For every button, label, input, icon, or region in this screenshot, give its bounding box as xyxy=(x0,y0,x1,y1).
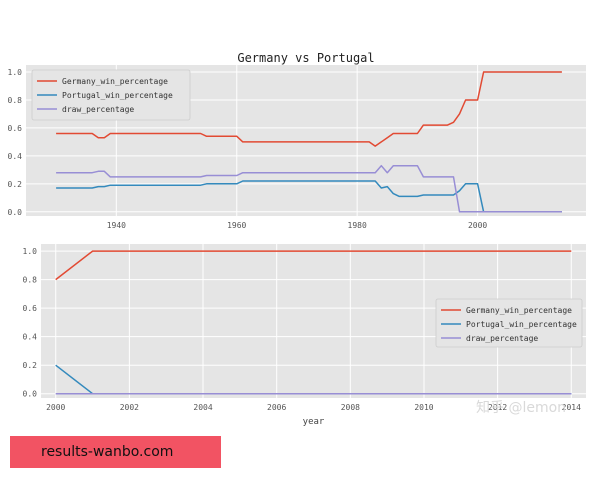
x-tick-label: 2000 xyxy=(46,403,65,412)
legend-box xyxy=(31,69,191,121)
y-tick-label: 0.4 xyxy=(8,152,23,161)
x-axis-label: year xyxy=(303,417,325,427)
y-tick-label: 0.6 xyxy=(8,124,23,133)
y-tick-label: 0.2 xyxy=(23,361,38,370)
y-tick-label: 0.6 xyxy=(23,304,38,313)
legend-box xyxy=(435,298,583,348)
x-tick-label: 2002 xyxy=(120,403,139,412)
x-tick-label: 2000 xyxy=(468,221,487,230)
x-tick-label: 2012 xyxy=(488,403,507,412)
x-tick-label: 2004 xyxy=(193,403,212,412)
y-tick-label: 0.2 xyxy=(8,180,23,189)
legend-label: draw_percentage xyxy=(62,105,134,114)
series-line-draw-percentage xyxy=(56,164,562,213)
x-tick-label: 1940 xyxy=(107,221,126,230)
chart-title: Germany vs Portugal xyxy=(237,51,374,65)
series-line-germany-win-percentage xyxy=(55,250,572,281)
legend-label: Portugal_win_percentage xyxy=(466,320,577,329)
legend-label: Portugal_win_percentage xyxy=(62,91,173,100)
legend-label: Germany_win_percentage xyxy=(466,306,572,315)
legend-label: draw_percentage xyxy=(466,334,538,343)
y-tick-label: 0.4 xyxy=(23,333,38,342)
y-tick-label: 0.0 xyxy=(8,208,23,217)
series-line-germany-win-percentage xyxy=(56,71,562,147)
site-banner[interactable]: results-wanbo.com xyxy=(10,436,221,468)
series-line-portugal-win-percentage xyxy=(56,180,562,213)
y-tick-label: 0.8 xyxy=(8,96,23,105)
bottom-line-chart: 0.0 0.2 0.4 0.6 0.8 1.0 2000 2002 2004 2006 2008 20… xyxy=(23,244,586,427)
x-tick-label: 1980 xyxy=(348,221,367,230)
watermark-text: 知乎 @lemon xyxy=(476,399,566,416)
legend-label: Germany_win_percentage xyxy=(62,77,168,86)
x-tick-label: 1960 xyxy=(227,221,246,230)
y-tick-label: 0.8 xyxy=(23,276,38,285)
x-tick-label: 2006 xyxy=(267,403,286,412)
site-banner-text: results-wanbo.com xyxy=(41,444,174,460)
top-line-chart: 0.0 0.2 0.4 0.6 0.8 1.0 1940 1960 1980 2000 German… xyxy=(8,51,586,230)
y-tick-label: 1.0 xyxy=(8,68,23,77)
y-tick-label: 0.0 xyxy=(23,390,38,399)
x-tick-label: 2010 xyxy=(414,403,433,412)
x-tick-label: 2014 xyxy=(562,403,581,412)
x-tick-label: 2008 xyxy=(341,403,360,412)
y-tick-label: 1.0 xyxy=(23,247,38,256)
